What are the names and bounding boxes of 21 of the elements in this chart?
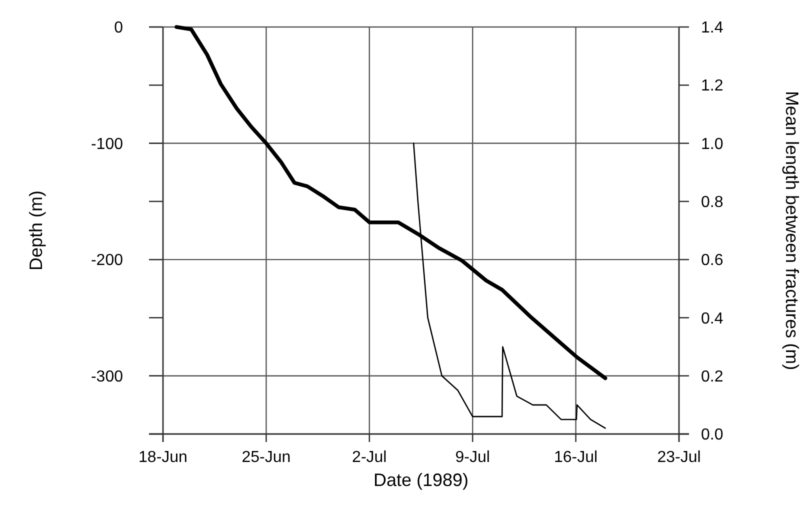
y2-axis-title: Mean length between fractures (m)	[782, 90, 802, 370]
y-tick-label: -300	[90, 368, 124, 386]
y2-tick-label: 0.6	[701, 252, 724, 270]
x-axis-title: Date (1989)	[373, 470, 469, 490]
x-tick-label: 25-Jun	[242, 449, 291, 466]
y-tick-label: -100	[90, 136, 124, 153]
x-tick-label: 9-Jul	[455, 449, 490, 466]
y2-tick-label: 0.2	[701, 368, 724, 386]
y2-tick-label: 1.0	[701, 136, 724, 153]
y2-tick-label: 1.4	[701, 20, 724, 37]
y-tick-label: -200	[90, 252, 124, 270]
y2-tick-label: 1.2	[701, 78, 724, 95]
y-tick-label: 0	[114, 20, 124, 37]
x-tick-label: 18-Jun	[138, 449, 188, 466]
y2-tick-label: 0.0	[701, 426, 724, 444]
x-tick-label: 23-Jul	[657, 449, 701, 466]
x-tick-label: 2-Jul	[352, 449, 387, 466]
y2-tick-label: 0.4	[701, 310, 724, 328]
x-tick-label: 16-Jul	[554, 449, 598, 466]
y2-tick-label: 0.8	[701, 194, 724, 212]
y-axis-title: Depth (m)	[26, 190, 46, 271]
